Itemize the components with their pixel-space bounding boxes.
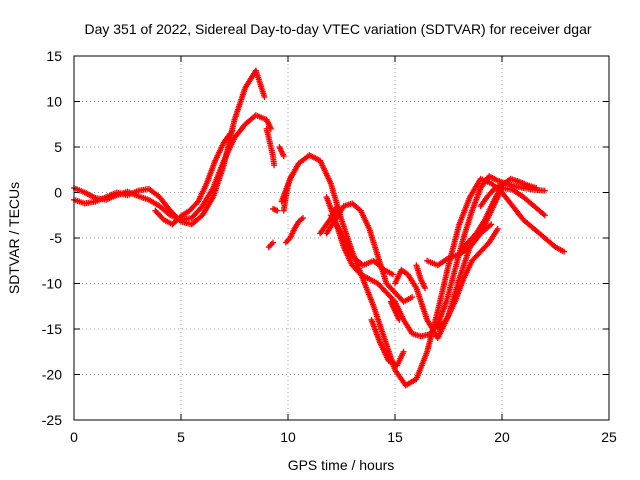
series-track-18 — [270, 205, 281, 214]
x-tick-label: 5 — [177, 429, 185, 445]
y-tick-label: -25 — [42, 412, 62, 428]
series-track-13 — [263, 125, 278, 169]
series-track-17 — [265, 239, 277, 251]
y-tick-label: 5 — [54, 139, 62, 155]
series-track-8 — [368, 316, 407, 369]
y-tick-label: 10 — [46, 94, 62, 110]
axis-ticks: 0 5 10 15 20 25 -25 -20 -15 -10 -5 0 5 10 15 — [42, 48, 617, 445]
series-track-3 — [152, 127, 236, 228]
series-track-14 — [276, 144, 287, 160]
series-track-7 — [323, 200, 416, 305]
series-track-16 — [282, 214, 306, 246]
grid-lines — [74, 56, 609, 420]
x-tick-label: 20 — [494, 429, 510, 445]
series-track-1 — [71, 67, 268, 228]
x-tick-label: 25 — [601, 429, 617, 445]
chart-title: Day 351 of 2022, Sidereal Day-to-day VTE… — [84, 21, 591, 37]
y-tick-label: -20 — [42, 367, 62, 383]
y-axis-label: SDTVAR / TECUs — [6, 182, 22, 294]
series-track-21 — [413, 262, 428, 292]
y-tick-label: 0 — [54, 185, 62, 201]
y-tick-label: -10 — [42, 276, 62, 292]
data-marks — [71, 67, 568, 389]
plot-frame — [73, 55, 610, 421]
x-tick-label: 15 — [387, 429, 403, 445]
series-track-12 — [434, 225, 501, 332]
series-track-22 — [477, 182, 503, 210]
x-tick-label: 0 — [70, 429, 78, 445]
y-tick-label: -5 — [50, 230, 63, 246]
series-track-19 — [317, 203, 341, 237]
series-track-20 — [387, 298, 403, 323]
series-track-11 — [456, 175, 540, 258]
y-tick-label: -15 — [42, 321, 62, 337]
x-axis-label: GPS time / hours — [288, 457, 395, 473]
series-track-2 — [71, 112, 274, 223]
series-track-15 — [280, 171, 296, 214]
x-tick-label: 10 — [280, 429, 296, 445]
y-tick-label: 15 — [46, 48, 62, 64]
